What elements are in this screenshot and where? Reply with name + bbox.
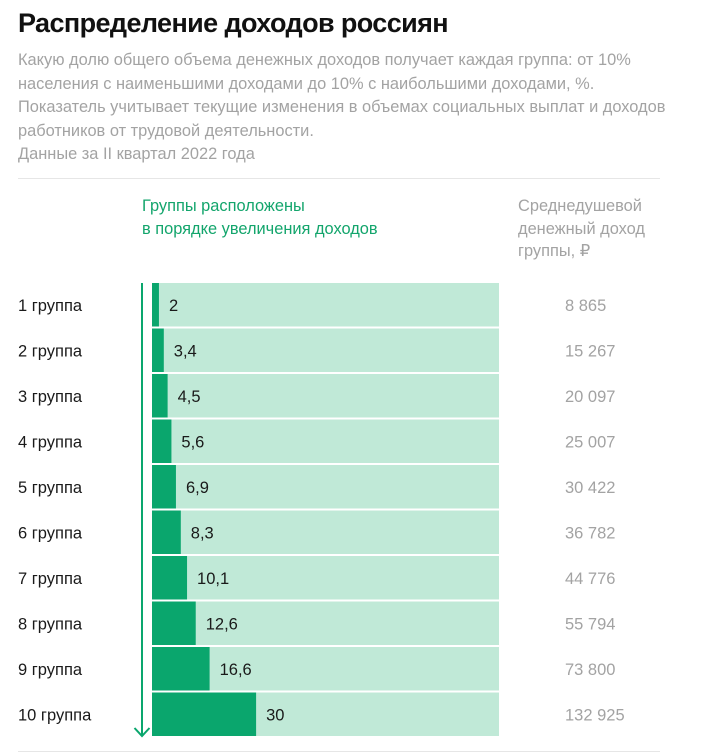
bar [152, 556, 188, 600]
chart-row: 7 группа 10,1 44 776 [18, 556, 615, 600]
group-label: 4 группа [18, 433, 83, 451]
avg-income-value: 8 865 [565, 297, 606, 315]
bar-value-label: 12,6 [206, 615, 238, 633]
chart-row: 4 группа 5,6 25 007 [18, 419, 615, 463]
avg-income-value: 20 097 [565, 388, 615, 406]
bar [152, 283, 159, 327]
bar-value-label: 8,3 [191, 524, 214, 542]
bar-track [152, 556, 499, 600]
bottom-divider [18, 751, 660, 752]
order-note-line-2: в порядке увеличения доходов [142, 219, 378, 238]
order-arrow-head [133, 727, 151, 738]
bar-track [152, 510, 499, 554]
chart-row: 2 группа 3,4 15 267 [18, 328, 615, 372]
order-note: Группы расположены в порядке увеличения … [142, 195, 378, 240]
chart-row: 9 группа 16,6 73 800 [18, 647, 615, 691]
chart-title: Распределение доходов россиян [18, 8, 449, 38]
bar-value-label: 4,5 [178, 388, 201, 406]
bar-value-label: 6,9 [186, 479, 209, 497]
order-arrow-icon [133, 283, 151, 738]
group-label: 5 группа [18, 479, 83, 497]
group-label: 3 группа [18, 388, 83, 406]
group-label: 10 группа [18, 706, 92, 724]
chart-row: 8 группа 12,6 55 794 [18, 601, 615, 645]
avg-income-value: 55 794 [565, 615, 615, 633]
bar-track [152, 601, 499, 645]
bar-value-label: 16,6 [220, 661, 252, 679]
bar-track [152, 647, 499, 691]
bar [152, 419, 172, 463]
bar-track [152, 419, 499, 463]
data-period: Данные за II квартал 2022 года [18, 145, 255, 163]
bar-value-label: 2 [169, 297, 178, 315]
group-label: 9 группа [18, 661, 83, 679]
avg-income-value: 36 782 [565, 524, 615, 542]
bar-value-label: 5,6 [181, 433, 204, 451]
bar-track [152, 374, 499, 418]
chart-row: 1 группа 2 8 865 [18, 283, 606, 327]
avg-income-value: 15 267 [565, 342, 615, 360]
avg-income-value: 73 800 [565, 661, 615, 679]
order-note-line-1: Группы расположены [142, 197, 305, 215]
avg-income-header-line-3: группы, ₽ [518, 242, 591, 260]
bar-track [152, 328, 499, 372]
bar-value-label: 3,4 [174, 342, 197, 360]
bar [152, 465, 176, 509]
group-label: 8 группа [18, 615, 83, 633]
bar [152, 692, 257, 736]
bar [152, 601, 196, 645]
top-divider [18, 178, 660, 179]
chart-row: 6 группа 8,3 36 782 [18, 510, 615, 554]
avg-income-value: 44 776 [565, 570, 615, 588]
bar [152, 647, 210, 691]
avg-income-value: 30 422 [565, 479, 615, 497]
avg-income-value: 132 925 [565, 706, 625, 724]
avg-income-header-line-2: денежный доход [518, 219, 645, 238]
group-label: 7 группа [18, 570, 83, 588]
chart-row: 3 группа 4,5 20 097 [18, 374, 615, 418]
bar-value-label: 10,1 [197, 570, 229, 588]
bar-track [152, 283, 499, 327]
group-label: 1 группа [18, 297, 83, 315]
avg-income-header-line-1: Среднедушевой [518, 197, 642, 215]
avg-income-column-header: Среднедушевой денежный доход группы, ₽ [518, 195, 645, 263]
chart-description: Какую долю общего объема денежных доходо… [18, 51, 666, 140]
chart-row: 5 группа 6,9 30 422 [18, 465, 615, 509]
bar [152, 374, 168, 418]
chart-row: 10 группа 30 132 925 [18, 692, 625, 736]
bar [152, 328, 164, 372]
group-label: 2 группа [18, 342, 83, 360]
avg-income-value: 25 007 [565, 433, 615, 451]
bar-value-label: 30 [266, 706, 284, 724]
chart-rows: 1 группа 2 8 865 2 группа 3,4 15 267 3 группа 4… [18, 283, 625, 736]
bar [152, 510, 181, 554]
bar-track [152, 465, 499, 509]
group-label: 6 группа [18, 524, 83, 542]
